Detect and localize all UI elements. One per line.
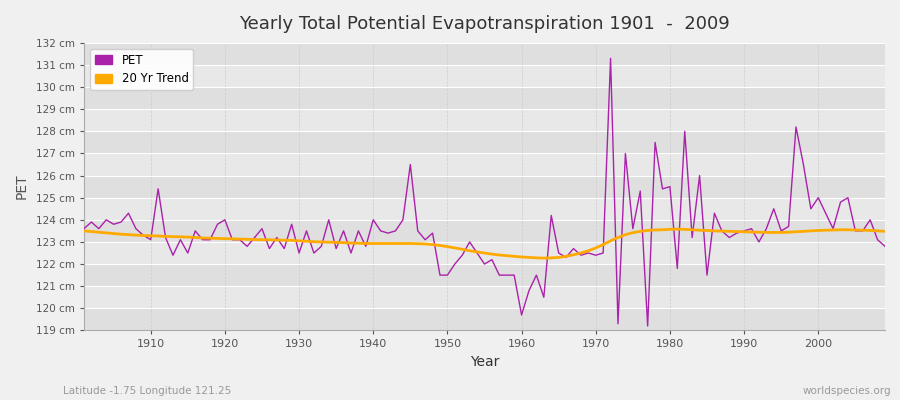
20 Yr Trend [302,239,312,244]
20 Yr Trend [879,229,890,234]
Bar [84,308,885,330]
20 Yr Trend [138,233,148,238]
Text: Latitude -1.75 Longitude 121.25: Latitude -1.75 Longitude 121.25 [63,386,231,396]
20 Yr Trend [346,241,356,246]
PET [613,321,624,326]
PET [605,56,616,61]
PET [138,233,148,238]
Bar [84,198,885,220]
Title: Yearly Total Potential Evapotranspiration 1901  -  2009: Yearly Total Potential Evapotranspiratio… [239,15,730,33]
PET [508,273,519,278]
Bar [84,43,885,65]
Bar [84,286,885,308]
PET [302,228,312,233]
PET [643,324,653,328]
Bar [84,87,885,109]
Bar [84,131,885,154]
Text: worldspecies.org: worldspecies.org [803,386,891,396]
20 Yr Trend [538,256,549,260]
20 Yr Trend [672,227,683,232]
PET [346,251,356,256]
Bar [84,65,885,87]
Bar [84,264,885,286]
Bar [84,176,885,198]
PET [517,312,527,317]
PET [78,226,89,231]
Bar [84,154,885,176]
Bar [84,220,885,242]
Bar [84,242,885,264]
20 Yr Trend [508,254,519,259]
Bar [84,109,885,131]
Legend: PET, 20 Yr Trend: PET, 20 Yr Trend [90,49,194,90]
20 Yr Trend [78,228,89,233]
PET [879,244,890,249]
Line: 20 Yr Trend: 20 Yr Trend [84,229,885,258]
20 Yr Trend [517,254,527,259]
X-axis label: Year: Year [470,355,500,369]
Y-axis label: PET: PET [15,174,29,200]
20 Yr Trend [613,235,624,240]
Line: PET: PET [84,58,885,326]
